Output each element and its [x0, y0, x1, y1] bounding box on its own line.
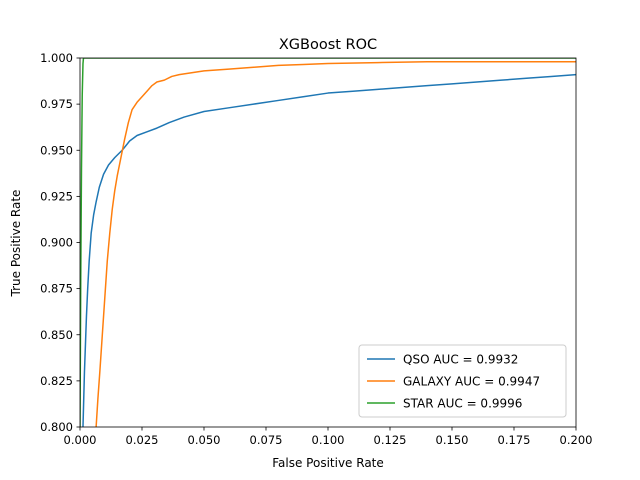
legend-label-2: STAR AUC = 0.9996 — [403, 397, 522, 411]
y-tick-label: 0.950 — [40, 143, 73, 157]
x-tick-label: 0.175 — [498, 433, 531, 447]
legend-label-0: QSO AUC = 0.9932 — [403, 353, 518, 367]
y-axis-label: True Positive Rate — [9, 190, 23, 298]
x-tick-label: 0.100 — [312, 433, 345, 447]
legend: QSO AUC = 0.9932 GALAXY AUC = 0.9947 STAR … — [358, 344, 567, 418]
x-tick-label: 0.125 — [374, 433, 407, 447]
plot-area: 0.000 0.025 0.050 0.075 0.100 0.125 0.150 0.175… — [40, 51, 592, 447]
chart-title: XGBoost ROC — [279, 37, 377, 53]
series-line-1 — [95, 60, 576, 427]
legend-label-1: GALAXY AUC = 0.9947 — [403, 375, 540, 389]
legend-box — [358, 344, 567, 418]
x-axis-label: False Positive Rate — [272, 456, 384, 470]
series-line-2 — [80, 58, 576, 427]
y-tick-label: 0.875 — [40, 282, 73, 296]
x-tick-label: 0.150 — [436, 433, 469, 447]
x-tick-label: 0.075 — [250, 433, 283, 447]
y-tick-label: 0.850 — [40, 328, 73, 342]
y-tick-label: 0.800 — [40, 420, 73, 434]
x-tick-label: 0.025 — [126, 433, 159, 447]
series-line-0 — [82, 73, 576, 427]
y-tick-label: 0.900 — [40, 236, 73, 250]
x-tick-label: 0.050 — [188, 433, 221, 447]
x-tick-label: 0.000 — [64, 433, 97, 447]
y-tick-label: 0.975 — [40, 97, 73, 111]
x-tick-label: 0.200 — [560, 433, 593, 447]
y-tick-label: 1.000 — [40, 51, 73, 65]
y-tick-label: 0.825 — [40, 374, 73, 388]
y-tick-label: 0.925 — [40, 189, 73, 203]
